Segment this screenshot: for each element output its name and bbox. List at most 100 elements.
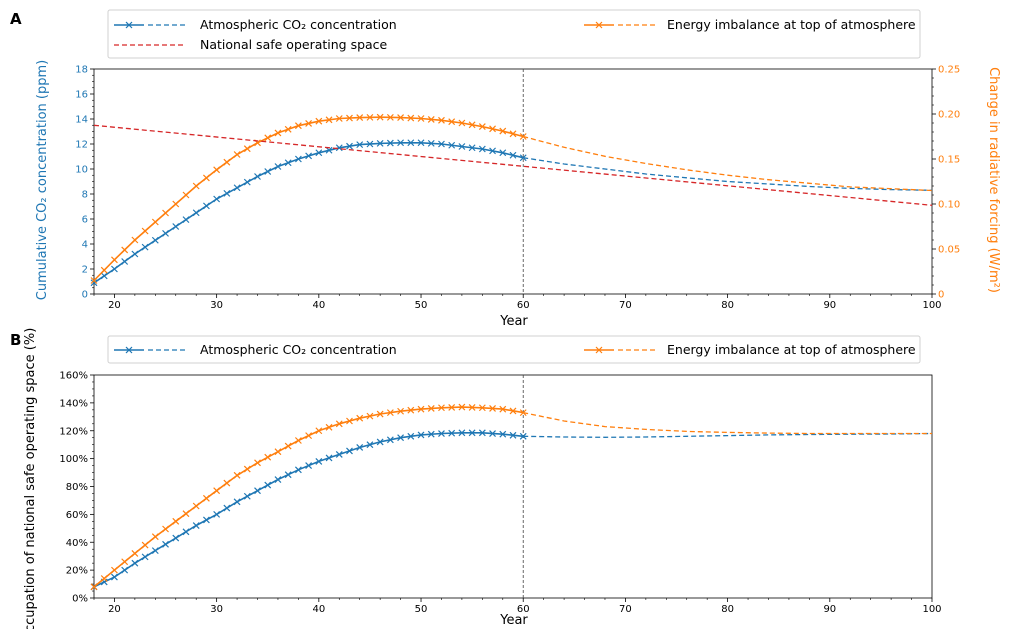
panel-a-legend-frame [107,9,921,59]
panel-a-series-1-marker [346,114,353,122]
panel-b-series-0-marker [192,522,200,529]
panel-a-right-tick-label: 0.25 [938,65,960,76]
panel-b-series-1-marker [294,437,302,444]
panel-a-series-0-marker [397,139,405,147]
panel-b-series-1-marker [509,407,517,415]
panel-b-series-1-marker [131,549,139,557]
panel-a-series-0-marker [315,149,323,157]
panel-a-series-0-marker [192,209,200,217]
panel-a-series-0-marker [202,202,210,210]
panel-a-series-0-marker [478,145,486,153]
panel-b-series-0-marker [223,504,231,512]
panel-a-series-0-marker [141,243,149,251]
panel-a-series-1-marker [264,134,272,142]
panel-b-series-1-marker [478,404,486,412]
panel-a-series-0-marker [243,178,251,186]
panel-b-series-0-marker [172,534,180,542]
panel-a-y-tick-label: 8 [82,190,88,201]
panel-b-series-1-marker [264,453,272,461]
panel-a-right-tick-label: 0 [938,290,944,301]
panel-a-right-axis-label: Change in radiative forcing (W/m²) [986,67,1001,293]
panel-a-letter: A [10,10,22,28]
panel-a-series-1-marker [294,122,302,130]
panel-a-series-1-marker [100,266,108,274]
panel-b-series-0-marker [141,553,149,561]
panel-a-series-0-marker [346,142,353,150]
panel-a-series-1-marker [151,218,159,226]
panel-a-y-tick-label: 18 [75,65,88,76]
panel-a-series-1-dashed-line [523,135,933,192]
panel-b-series-1-marker [151,533,159,541]
panel-b-series-1-marker [141,541,149,549]
panel-a-series-0-marker [468,144,476,152]
panel-b-x-axis-label: Year [499,613,528,628]
panel-a-series-0-marker [509,151,517,159]
legend-item-co2-label-b: Atmospheric CO₂ concentration [200,342,397,357]
panel-b-series-1-marker [254,459,261,467]
panel-a-series-1-marker [223,158,231,166]
panel-a-series-0-marker [458,143,466,150]
panel-a-series-1-marker [305,120,313,127]
panel-a-y-tick-label: 10 [75,165,88,176]
panel-a-series-0-marker [172,223,180,230]
panel-a-series-0-marker [274,163,282,170]
panel-b-series-0-marker [254,487,261,495]
panel-a-right-tick-label: 0.20 [938,110,960,121]
panel-a-series-0-marker [448,141,456,149]
panel-a-series-1-marker [499,127,507,135]
panel-b-series-1-marker [499,405,507,413]
panel-b-series-0-marker [499,430,507,438]
panel-a-series-0-solid-line [93,142,524,284]
panel-a-plot: 20 30 40 50 60 70 80 90 10002468101214161800.050… [75,65,960,312]
panel-b-series-1-marker [356,414,364,422]
panel-a-series-0-marker [233,184,241,192]
panel-b-legend: Atmospheric CO₂ concentration Energy imb… [107,335,921,364]
legend-item-co2-label: Atmospheric CO₂ concentration [200,17,397,32]
panel-b-series-0-marker [509,431,517,439]
panel-b-series-0-marker [468,429,476,437]
panel-b-series-1-marker [376,410,384,418]
panel-a-series-1-marker [162,209,169,217]
panel-b-series-0-marker [243,492,251,500]
panel-a-x-tick-label: 30 [210,300,223,311]
panel-b-series-0-marker [182,528,190,536]
panel-b-plot: 20 30 40 50 60 70 80 90 100 0% 20% 40% 60% 80% 100% 120… [59,371,941,616]
panel-b-y-tick-label: 100% [59,454,88,465]
panel-a-y-tick-label: 6 [82,215,88,226]
panel-a-y-tick-label: 12 [75,140,88,151]
panel-a-series-1-marker [417,115,425,122]
panel-b-x-tick-label: 20 [108,604,121,615]
panel-b-series-1-marker [172,517,180,525]
panel-b-series-0-marker [478,429,486,437]
panel-b-series-1-marker [202,494,210,502]
panel-b-series-0-marker [131,559,139,567]
panel-a-right-tick-label: 0.05 [938,245,960,256]
panel-b-series-1-marker [192,502,200,510]
panel-a-series-1-marker [438,116,445,124]
panel-b-series-0-marker [305,462,313,470]
panel-a-series-1-marker [315,117,323,125]
panel-a-y-tick-label: 4 [82,240,88,251]
panel-a-series-1-marker [192,182,200,190]
panel-a-series-0-marker [284,159,292,167]
panel-a-series-1-marker [172,200,180,208]
panel-a-series-1-marker [509,130,517,138]
panel-a-left-axis-label: Cumulative CO₂ concentration (ppm) [35,60,50,300]
panel-a-series-0-marker [264,168,272,175]
legend-item-energy-label: Energy imbalance at top of atmosphere [667,17,916,32]
panel-b-plot-frame [93,374,933,599]
panel-a-series-0-marker [356,141,364,149]
panel-b-series-0-dashed-line [523,432,933,438]
panel-b-series-1-marker [90,583,98,591]
panel-a-series-0-marker [305,152,313,160]
panel-a-series-0-marker [182,216,190,224]
panel-b-series-0-marker [284,471,292,479]
panel-a-x-tick-label: 60 [517,300,530,311]
panel-a-series-0-marker [121,258,129,265]
panel-b-series-1-solid-line [93,406,524,588]
panel-b-series-1-dashed-line [523,411,932,435]
panel-b-y-tick-label: 60% [66,510,88,521]
panel-a-series-0-marker [438,140,445,148]
panel-b-series-0-marker [376,438,384,446]
panel-b-series-1-marker [325,423,333,431]
